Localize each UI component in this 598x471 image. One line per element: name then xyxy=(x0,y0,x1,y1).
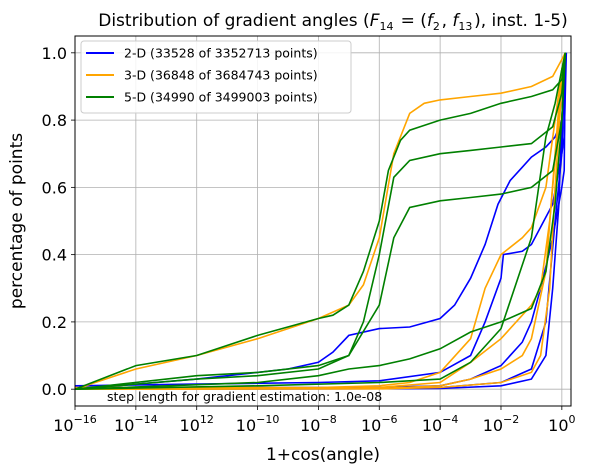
legend-entry-label: 3-D (36848 of 3684743 points) xyxy=(124,68,318,83)
x-tick-label: 10−8 xyxy=(300,413,337,435)
y-tick-label: 0.0 xyxy=(42,380,67,399)
series-layer xyxy=(75,52,568,391)
x-tick-label: 10−16 xyxy=(53,413,97,435)
series-line-5-D-13 xyxy=(75,52,567,390)
y-tick-label: 0.6 xyxy=(42,178,67,197)
series-line-5-D-12 xyxy=(75,52,567,390)
series-line-5-D-14 xyxy=(75,52,567,390)
x-tick-label: 10−14 xyxy=(114,413,158,435)
legend-entry-label: 5-D (34990 of 3499003 points) xyxy=(124,90,318,105)
x-tick-label: 100 xyxy=(548,413,575,435)
x-tick-label: 1012 xyxy=(180,413,214,435)
legend-box xyxy=(80,40,352,114)
series-line-2-D-1 xyxy=(75,52,567,387)
plot-frame xyxy=(74,35,572,407)
ticks: 10−16 10−14 1012 10−10 10−8 10−6 10−4 10−2 100 0.… xyxy=(42,44,576,435)
y-tick-label: 0.4 xyxy=(42,246,67,265)
series-line-3-D-6 xyxy=(75,52,567,389)
x-tick-label: 10−10 xyxy=(236,413,280,435)
y-tick-label: 0.2 xyxy=(42,313,67,332)
y-tick-label: 1.0 xyxy=(42,44,67,63)
series-line-5-D-11 xyxy=(75,52,567,390)
legend-entry-label: 2-D (33528 of 3352713 points) xyxy=(124,46,318,61)
x-tick-label: 10−2 xyxy=(483,413,520,435)
legend: 2-D (33528 of 3352713 points) 3-D (36848 … xyxy=(80,40,352,114)
series-line-3-D-5 xyxy=(75,52,567,390)
x-tick-label: 10−6 xyxy=(361,413,398,435)
y-axis-label: percentage of points xyxy=(7,133,27,309)
x-axis-label: 1+cos(angle) xyxy=(266,445,380,465)
series-line-3-D-8 xyxy=(75,52,567,391)
step-length-annotation: step length for gradient estimation: 1.0… xyxy=(107,389,382,404)
y-tick-label: 0.8 xyxy=(42,111,67,130)
x-tick-label: 10−4 xyxy=(422,413,459,435)
chart-title: Distribution of gradient angles (F14 = (… xyxy=(98,11,568,33)
series-line-5-D-10 xyxy=(75,52,567,390)
